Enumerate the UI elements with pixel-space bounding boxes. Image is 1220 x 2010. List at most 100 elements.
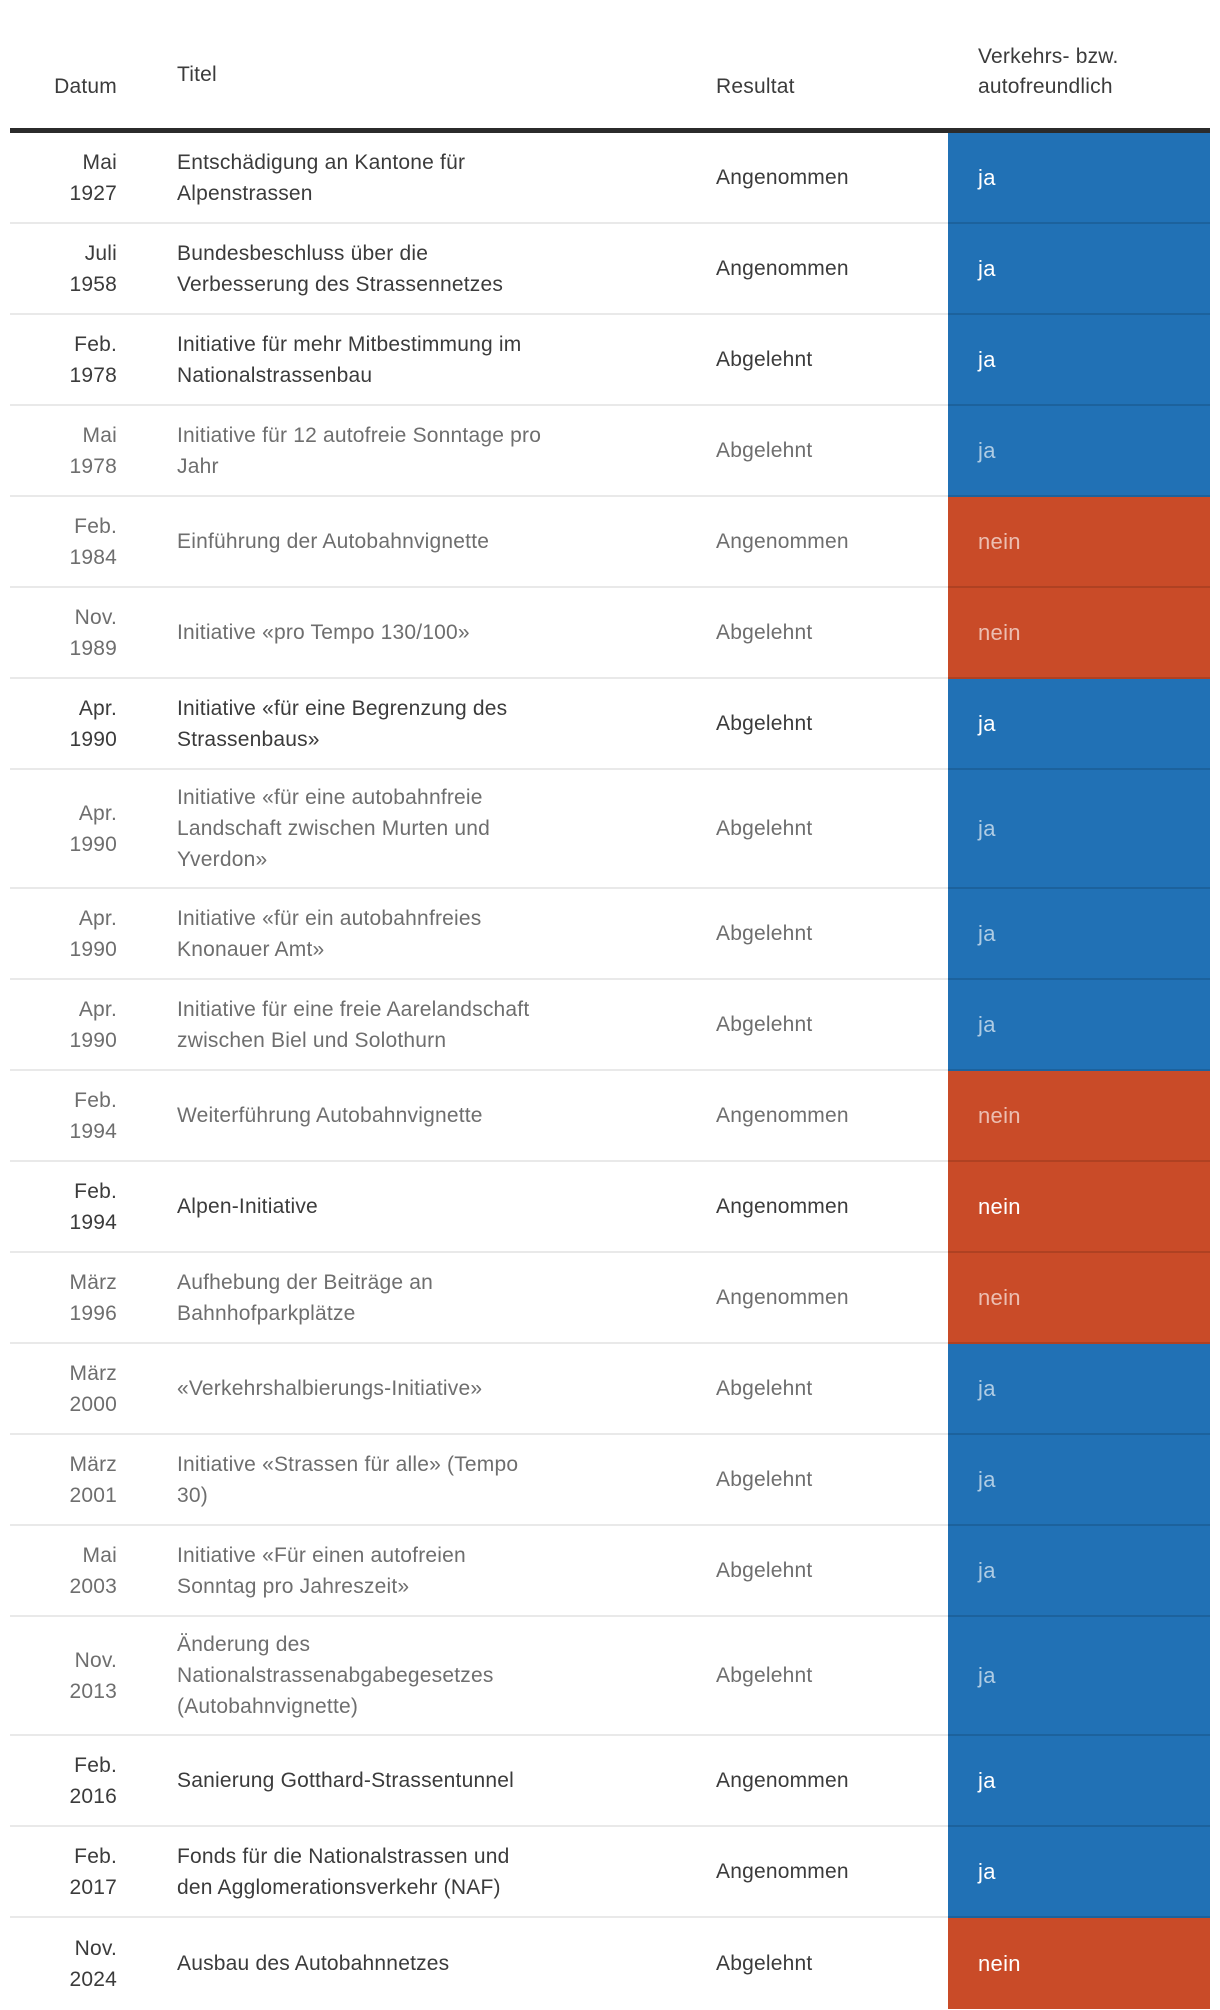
table-row: Mai 2003 Initiative «Für einen autofreie…: [10, 1526, 1210, 1617]
date-cell: Nov. 1989: [10, 588, 117, 679]
date-cell: Mai 1927: [10, 133, 117, 224]
result-cell: Angenommen: [716, 1162, 948, 1253]
table-row: Feb. 1984 Einführung der Autobahnvignett…: [10, 497, 1210, 588]
verdict-label: ja: [978, 921, 996, 946]
table-row: Apr. 1990 Initiative «für ein autobahnfr…: [10, 889, 1210, 980]
title-cell: Aufhebung der Beiträge an Bahnhofparkplä…: [117, 1253, 716, 1344]
result-cell: Abgelehnt: [716, 315, 948, 406]
title-cell: Einführung der Autobahnvignette: [117, 497, 716, 588]
verdict-cell: ja: [948, 1435, 1210, 1526]
table-row: Apr. 1990 Initiative für eine freie Aare…: [10, 980, 1210, 1071]
verdict-cell: nein: [948, 1253, 1210, 1344]
table-row: März 2000 «Verkehrshalbierungs-Initiativ…: [10, 1344, 1210, 1435]
result-cell: Angenommen: [716, 1071, 948, 1162]
verdict-cell: ja: [948, 1526, 1210, 1617]
column-header-resultat: Resultat: [716, 75, 795, 98]
table-row: Mai 1927 Entschädigung an Kantone für Al…: [10, 133, 1210, 224]
result-cell: Abgelehnt: [716, 1952, 813, 1975]
title-cell: Alpen-Initiative: [117, 1162, 716, 1253]
date-cell: Apr. 1990: [10, 889, 117, 980]
table-row: Feb. 1978 Initiative für mehr Mitbestimm…: [10, 315, 1210, 406]
title-cell: Initiative für 12 autofreie Sonntage pro…: [117, 406, 716, 497]
column-header-titel: Titel: [177, 63, 217, 86]
title-cell: Initiative «Für einen autofreien Sonntag…: [117, 1526, 716, 1617]
verdict-cell: ja: [948, 770, 1210, 889]
table-row: Nov. 2013 Änderung des Nationalstrassena…: [10, 1617, 1210, 1736]
title-cell: Sanierung Gotthard-Strassentunnel: [117, 1736, 716, 1827]
date-cell: Nov. 2013: [10, 1617, 117, 1736]
title-cell: Initiative für eine freie Aarelandschaft…: [117, 980, 716, 1071]
table-row: Feb. 1994 Alpen-Initiative Angenommen ne…: [10, 1162, 1210, 1253]
result-cell: Angenommen: [716, 133, 948, 224]
verdict-label: ja: [978, 1376, 996, 1401]
verdict-cell: ja: [948, 1344, 1210, 1435]
date-cell: Apr. 1990: [10, 679, 117, 770]
verdict-label: nein: [978, 529, 1021, 554]
result-cell: Abgelehnt: [716, 1435, 948, 1526]
verdict-label: ja: [978, 165, 996, 190]
date-cell: Mai 2003: [10, 1526, 117, 1617]
verdict-label: nein: [978, 1951, 1021, 1976]
verdict-cell: ja: [948, 1736, 1210, 1827]
date-cell: März 2000: [10, 1344, 117, 1435]
verdict-cell: ja: [948, 1827, 1210, 1918]
date-cell: Apr. 1990: [10, 980, 117, 1071]
verdict-cell: ja: [948, 224, 1210, 315]
verdict-cell: ja: [948, 133, 1210, 224]
verdict-label: nein: [978, 1103, 1021, 1128]
date-cell: Mai 1978: [10, 406, 117, 497]
table-row: Feb. 2016 Sanierung Gotthard-Strassentun…: [10, 1736, 1210, 1827]
verdict-label: ja: [978, 816, 996, 841]
table-body: Mai 1927 Entschädigung an Kantone für Al…: [10, 133, 1210, 2009]
verdict-label: ja: [978, 438, 996, 463]
column-header-verkehrsfreundlich: Verkehrs- bzw. autofreundlich: [978, 45, 1119, 98]
result-cell: Abgelehnt: [716, 588, 948, 679]
date-cell: Feb. 1994: [10, 1162, 117, 1253]
verdict-label: ja: [978, 1012, 996, 1037]
result-cell: Abgelehnt: [716, 679, 948, 770]
verdict-cell: ja: [948, 980, 1210, 1071]
date-cell: Feb. 1994: [10, 1071, 117, 1162]
date-cell: März 1996: [10, 1253, 117, 1344]
date-cell: März 2001: [10, 1435, 117, 1526]
verdict-label: nein: [978, 1285, 1021, 1310]
verdict-cell: ja: [948, 1617, 1210, 1736]
date-cell: Feb. 2017: [10, 1827, 117, 1918]
title-cell: Initiative «Strassen für alle» (Tempo 30…: [117, 1435, 716, 1526]
result-cell: Abgelehnt: [716, 406, 948, 497]
title-cell: Initiative «für ein autobahnfreies Knona…: [117, 889, 716, 980]
date-cell: Feb. 2016: [10, 1736, 117, 1827]
title-cell: Weiterführung Autobahnvignette: [117, 1071, 716, 1162]
table-row: März 1996 Aufhebung der Beiträge an Bahn…: [10, 1253, 1210, 1344]
date-cell: Nov. 2024: [69, 1936, 117, 1991]
verdict-cell: nein: [948, 1071, 1210, 1162]
title-cell: Initiative für mehr Mitbestimmung im Nat…: [117, 315, 716, 406]
title-cell: Änderung des Nationalstrassenabgabegeset…: [117, 1617, 716, 1736]
table-row: Feb. 1994 Weiterführung Autobahnvignette…: [10, 1071, 1210, 1162]
date-cell: Apr. 1990: [10, 770, 117, 889]
table-row: Nov. 2024 Ausbau des Autobahnnetzes Abge…: [10, 1918, 1210, 2009]
result-cell: Abgelehnt: [716, 1526, 948, 1617]
result-cell: Abgelehnt: [716, 889, 948, 980]
table-row: Juli 1958 Bundesbeschluss über die Verbe…: [10, 224, 1210, 315]
verdict-label: nein: [978, 620, 1021, 645]
table-row: Apr. 1990 Initiative «für eine autobahnf…: [10, 770, 1210, 889]
table-row: Apr. 1990 Initiative «für eine Begrenzun…: [10, 679, 1210, 770]
verdict-cell: nein: [948, 1918, 1210, 2009]
table-row: Feb. 2017 Fonds für die Nationalstrassen…: [10, 1827, 1210, 1918]
title-cell: Bundesbeschluss über die Verbesserung de…: [117, 224, 716, 315]
result-cell: Angenommen: [716, 224, 948, 315]
verdict-label: ja: [978, 1558, 996, 1583]
table-row: Mai 1978 Initiative für 12 autofreie Son…: [10, 406, 1210, 497]
result-cell: Abgelehnt: [716, 980, 948, 1071]
result-cell: Abgelehnt: [716, 1344, 948, 1435]
verdict-label: ja: [978, 256, 996, 281]
result-cell: Angenommen: [716, 1736, 948, 1827]
verdict-label: ja: [978, 1859, 996, 1884]
date-cell: Feb. 1978: [10, 315, 117, 406]
result-cell: Abgelehnt: [716, 770, 948, 889]
table-header-row: Datum Titel Resultat Verkehrs- bzw. auto…: [10, 0, 1210, 133]
title-cell: Initiative «für eine autobahnfreie Lands…: [117, 770, 716, 889]
result-cell: Angenommen: [716, 1827, 948, 1918]
